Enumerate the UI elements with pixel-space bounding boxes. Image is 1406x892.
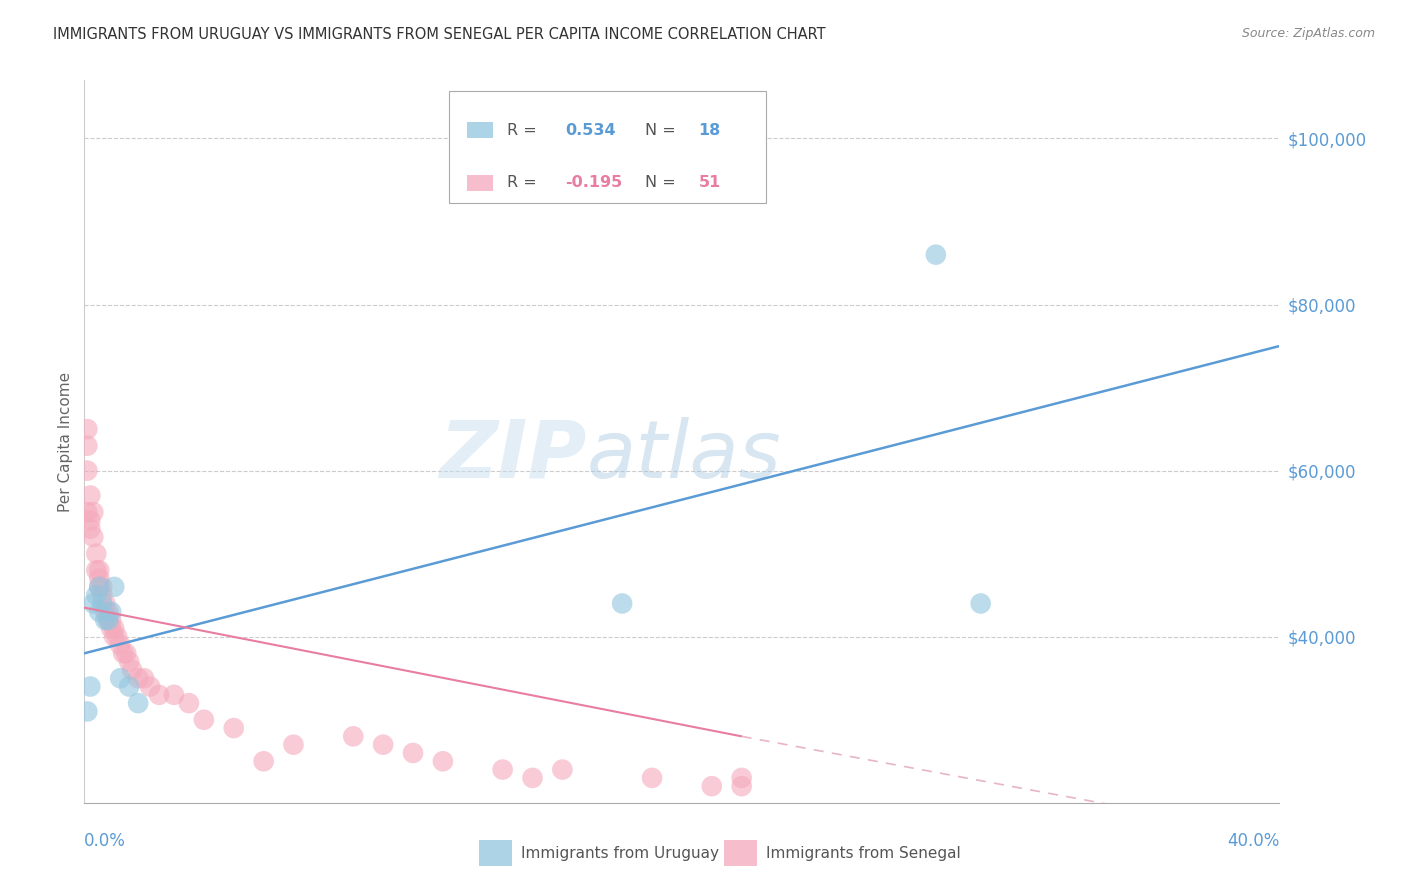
Point: [492, 763, 515, 777]
Point: [79, 513, 101, 527]
Point: [100, 613, 122, 627]
Text: ZIP: ZIP: [439, 417, 586, 495]
Text: R =: R =: [508, 176, 543, 191]
Point: [76, 439, 98, 453]
Point: [103, 580, 125, 594]
Point: [970, 597, 993, 611]
Text: atlas: atlas: [586, 417, 782, 495]
Point: [76, 505, 98, 519]
Point: [89, 563, 111, 577]
Point: [731, 779, 754, 793]
Point: [163, 688, 186, 702]
Point: [253, 754, 276, 768]
Text: Source: ZipAtlas.com: Source: ZipAtlas.com: [1241, 27, 1375, 40]
Point: [100, 621, 122, 635]
Text: 51: 51: [699, 176, 721, 191]
Text: N =: N =: [645, 176, 681, 191]
Point: [94, 597, 117, 611]
Text: Immigrants from Uruguay: Immigrants from Uruguay: [520, 846, 718, 861]
Point: [105, 630, 128, 644]
Point: [641, 771, 664, 785]
Point: [86, 563, 108, 577]
Point: [731, 771, 754, 785]
Point: [121, 663, 143, 677]
Point: [127, 696, 149, 710]
Point: [177, 696, 200, 710]
Point: [139, 680, 162, 694]
Point: [402, 746, 425, 760]
Point: [91, 597, 114, 611]
FancyBboxPatch shape: [467, 175, 494, 191]
Point: [76, 464, 98, 478]
Point: [115, 646, 138, 660]
Point: [82, 530, 104, 544]
Point: [91, 580, 114, 594]
FancyBboxPatch shape: [449, 91, 766, 203]
Point: [89, 572, 111, 586]
Text: 40.0%: 40.0%: [1227, 832, 1279, 850]
Point: [522, 771, 544, 785]
Point: [103, 621, 125, 635]
FancyBboxPatch shape: [724, 840, 758, 866]
Text: IMMIGRANTS FROM URUGUAY VS IMMIGRANTS FROM SENEGAL PER CAPITA INCOME CORRELATION: IMMIGRANTS FROM URUGUAY VS IMMIGRANTS FR…: [53, 27, 827, 42]
Point: [76, 422, 98, 436]
Point: [612, 597, 634, 611]
Point: [193, 713, 215, 727]
Text: N =: N =: [645, 123, 681, 138]
Point: [700, 779, 723, 793]
FancyBboxPatch shape: [479, 840, 512, 866]
Point: [100, 605, 122, 619]
Point: [110, 638, 132, 652]
Point: [79, 522, 101, 536]
Point: [148, 688, 170, 702]
Point: [94, 605, 117, 619]
Point: [118, 655, 141, 669]
Point: [79, 680, 101, 694]
Point: [222, 721, 245, 735]
Text: 0.0%: 0.0%: [84, 832, 127, 850]
Text: Immigrants from Senegal: Immigrants from Senegal: [766, 846, 960, 861]
FancyBboxPatch shape: [467, 122, 494, 138]
Point: [86, 588, 108, 602]
Point: [97, 613, 120, 627]
Point: [82, 505, 104, 519]
Point: [283, 738, 305, 752]
Text: -0.195: -0.195: [565, 176, 621, 191]
Point: [94, 613, 117, 627]
Point: [76, 705, 98, 719]
Point: [118, 680, 141, 694]
Point: [432, 754, 454, 768]
Point: [79, 489, 101, 503]
Point: [97, 605, 120, 619]
Point: [103, 630, 125, 644]
Point: [112, 646, 135, 660]
Point: [342, 730, 364, 744]
Point: [97, 613, 120, 627]
Point: [91, 588, 114, 602]
Text: 18: 18: [699, 123, 721, 138]
Point: [551, 763, 574, 777]
Point: [89, 605, 111, 619]
Text: R =: R =: [508, 123, 543, 138]
Point: [110, 671, 132, 685]
Point: [82, 597, 104, 611]
Point: [373, 738, 395, 752]
Y-axis label: Per Capita Income: Per Capita Income: [58, 371, 73, 512]
Point: [89, 580, 111, 594]
Point: [89, 580, 111, 594]
Point: [132, 671, 156, 685]
Point: [127, 671, 149, 685]
Text: 0.534: 0.534: [565, 123, 616, 138]
Point: [925, 248, 948, 262]
Point: [86, 547, 108, 561]
